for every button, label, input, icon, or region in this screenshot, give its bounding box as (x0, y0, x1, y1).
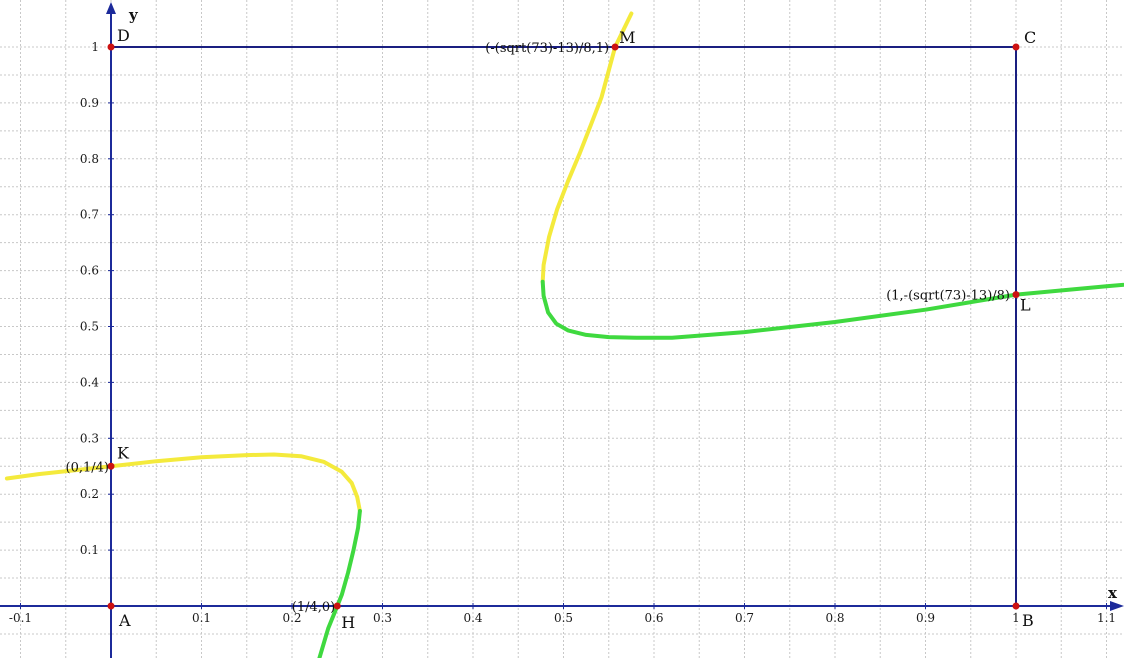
point-l (1012, 291, 1020, 299)
y-tick-label: 0.7 (80, 208, 99, 222)
y-tick-label: 0.5 (80, 320, 99, 334)
x-tick-label: 0.3 (373, 611, 392, 625)
y-tick-label: 0.1 (80, 543, 99, 557)
y-tick-label: 0.2 (80, 487, 99, 501)
curve-yellow-1 (4, 452, 362, 513)
x-axis-label: x (1108, 584, 1118, 602)
point-label-l: L (1020, 296, 1031, 315)
y-tick-label: 0.6 (80, 264, 99, 278)
point-label-a: A (118, 611, 131, 630)
x-tick-label: 1 (1012, 611, 1020, 625)
point-h (333, 602, 341, 610)
point-label-h: H (341, 613, 355, 632)
y-tick-label: 0.4 (80, 375, 99, 389)
y-axis-label: y (128, 6, 139, 24)
curve-yellow-3 (540, 11, 634, 284)
point-m (611, 43, 619, 51)
point-b (1012, 602, 1020, 610)
x-tick-label: 0.6 (644, 611, 663, 625)
y-tick-label: 0.8 (80, 152, 99, 166)
curves (4, 11, 1124, 658)
x-axis-arrow (1110, 601, 1124, 611)
x-tick-label: 1.1 (1097, 611, 1116, 625)
coord-label-m: (-(sqrt(73)-13)/8,1) (485, 41, 609, 56)
coord-label-l: (1,-(sqrt(73)-13)/8) (886, 289, 1010, 304)
point-label-d: D (117, 26, 130, 45)
x-tick-label: 0.8 (825, 611, 844, 625)
x-tick-label: -0.1 (9, 611, 32, 625)
point-label-c: C (1024, 28, 1036, 47)
x-tick-label: 0.5 (554, 611, 573, 625)
point-label-m: M (619, 28, 635, 47)
point-k (107, 462, 115, 470)
x-tick-label: 0.1 (192, 611, 211, 625)
x-tick-label: 0.2 (282, 611, 301, 625)
y-tick-label: 0.3 (80, 431, 99, 445)
points: A B C D K (0,1/4) H (1/4,0) L (1,-(sqrt(73)-13)/8… (66, 26, 1037, 632)
tick-labels: -0.1 0.1 0.2 0.3 0.4 0.5 0.6 0.7 0.8 0.9 1 1.1 0.1 0.… (9, 40, 1116, 625)
coord-label-h: (1/4,0) (292, 600, 335, 615)
x-tick-label: 0.7 (735, 611, 754, 625)
point-a (107, 602, 115, 610)
y-tick-label: 0.9 (80, 96, 99, 110)
x-tick-label: 0.4 (463, 611, 482, 625)
point-d (107, 43, 115, 51)
point-c (1012, 43, 1020, 51)
point-label-b: B (1022, 611, 1034, 630)
curve-green-4 (540, 279, 1124, 340)
coord-label-k: (0,1/4) (66, 460, 109, 475)
x-tick-label: 0.9 (916, 611, 935, 625)
curve-green-2 (317, 509, 362, 658)
y-tick-label: 1 (91, 40, 99, 54)
point-label-k: K (117, 443, 130, 462)
y-axis-arrow (106, 2, 116, 14)
